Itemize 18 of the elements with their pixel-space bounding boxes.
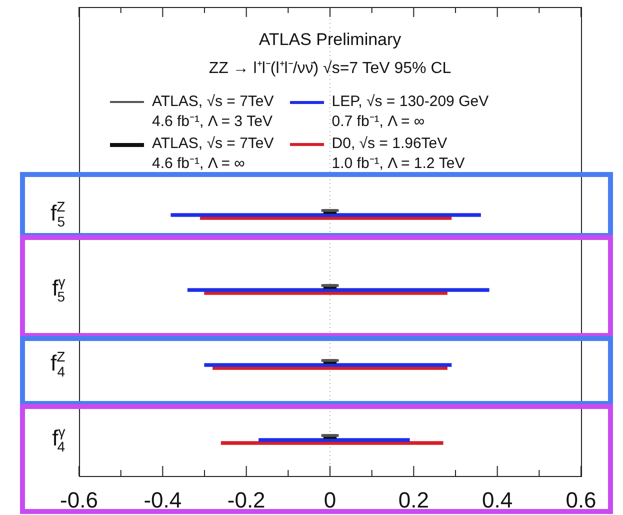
bar xyxy=(204,363,452,367)
x-tick-label: 0 xyxy=(324,487,336,512)
bar xyxy=(258,438,410,442)
x-tick-label: -0.4 xyxy=(144,487,182,512)
x-tick-label: 0.2 xyxy=(398,487,429,512)
bar xyxy=(170,213,481,217)
chart-subtitle: ZZ → l⁺l⁻(l⁺l⁻/νν̄) √s=7 TeV 95% CL xyxy=(208,59,452,78)
x-tick-label: -0.2 xyxy=(227,487,266,512)
bar xyxy=(187,288,490,292)
legend-label: D0, √s = 1.96TeV 1.0 fb⁻¹, Λ = 1.2 TeV xyxy=(332,134,465,174)
x-tick-label: 0.6 xyxy=(566,487,596,512)
x-tick-label: 0.4 xyxy=(482,487,513,512)
x-tick-label: -0.6 xyxy=(60,487,98,512)
legend-label: ATLAS, √s = 7TeV 4.6 fb⁻¹, Λ = ∞ xyxy=(152,134,274,174)
chart-title: ATLAS Preliminary xyxy=(258,30,402,50)
legend-label: LEP, √s = 130-209 GeV 0.7 fb⁻¹, Λ = ∞ xyxy=(332,92,489,132)
bar xyxy=(220,441,444,445)
legend-label: ATLAS, √s = 7TeV 4.6 fb⁻¹, Λ = 3 TeV xyxy=(152,92,274,132)
